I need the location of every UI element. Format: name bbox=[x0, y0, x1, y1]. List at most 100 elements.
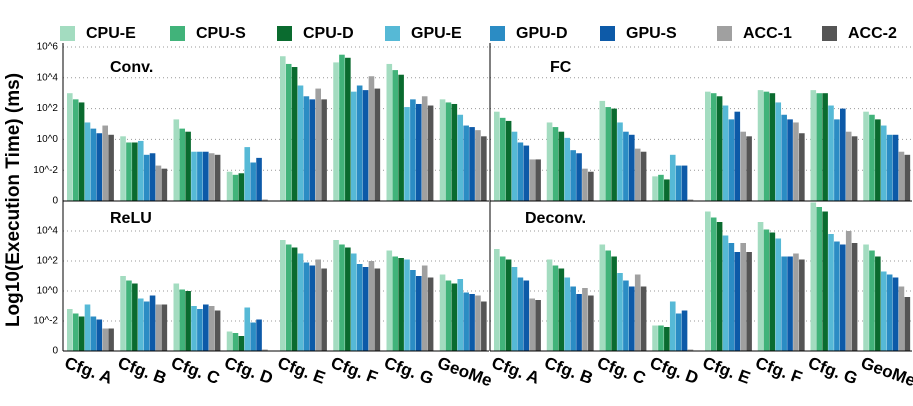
bar bbox=[149, 153, 156, 201]
y-axis-label: Log10(Execution Time) (ms) bbox=[3, 73, 24, 327]
bar bbox=[398, 258, 404, 351]
bar bbox=[250, 162, 256, 201]
bar bbox=[605, 250, 611, 351]
legend-label: GPU-E bbox=[411, 25, 462, 42]
bar bbox=[481, 136, 487, 201]
bar bbox=[734, 252, 741, 351]
bar bbox=[137, 298, 144, 351]
bar bbox=[451, 283, 458, 351]
bar bbox=[886, 274, 893, 351]
bar bbox=[262, 199, 268, 201]
bar bbox=[757, 222, 764, 351]
bar bbox=[505, 120, 512, 201]
bar bbox=[728, 243, 735, 351]
bar bbox=[834, 119, 840, 201]
bar bbox=[161, 304, 168, 351]
bar bbox=[386, 250, 393, 351]
bar bbox=[810, 202, 817, 351]
y-tick-label: 0 bbox=[52, 346, 58, 357]
bar bbox=[494, 111, 500, 201]
bar bbox=[191, 151, 197, 201]
bar bbox=[617, 122, 623, 201]
panel-title: Conv. bbox=[110, 59, 153, 76]
bar bbox=[845, 231, 852, 351]
bar bbox=[72, 99, 79, 201]
bar bbox=[350, 253, 357, 351]
bar bbox=[716, 222, 723, 351]
bar bbox=[710, 93, 717, 201]
bar bbox=[611, 108, 617, 201]
bar bbox=[599, 244, 606, 351]
bar bbox=[404, 259, 410, 351]
bar bbox=[90, 316, 97, 351]
x-tick-label: GeoMe bbox=[858, 353, 913, 390]
bar bbox=[404, 107, 410, 201]
bar bbox=[710, 217, 717, 351]
bar bbox=[746, 136, 752, 201]
bar bbox=[185, 131, 191, 201]
bar bbox=[658, 325, 664, 351]
x-tick-label: Cfg. E bbox=[700, 353, 753, 388]
bar bbox=[740, 131, 746, 201]
bar bbox=[244, 147, 251, 201]
bar bbox=[546, 122, 553, 201]
x-tick-label: Cfg. A bbox=[489, 353, 542, 388]
bar bbox=[816, 207, 822, 351]
bar bbox=[617, 273, 623, 351]
bar bbox=[722, 235, 729, 351]
bar bbox=[410, 270, 416, 351]
bar bbox=[185, 291, 191, 351]
bar bbox=[309, 265, 316, 351]
bar bbox=[421, 96, 428, 201]
bar bbox=[96, 133, 103, 201]
y-tick-label: 10^4 bbox=[37, 72, 59, 83]
bar bbox=[345, 247, 351, 351]
bar bbox=[214, 154, 221, 201]
bar bbox=[640, 151, 647, 201]
y-tick-label: 10^-2 bbox=[33, 316, 58, 327]
bar bbox=[511, 267, 518, 351]
bar bbox=[102, 125, 108, 201]
bar bbox=[499, 117, 506, 201]
bar bbox=[652, 176, 658, 201]
bar bbox=[781, 256, 787, 351]
bar bbox=[822, 211, 828, 351]
bar bbox=[256, 157, 262, 201]
bar bbox=[356, 85, 363, 201]
bar bbox=[232, 333, 239, 351]
bar bbox=[576, 153, 582, 201]
bar bbox=[72, 313, 79, 351]
bar bbox=[769, 232, 776, 351]
bar bbox=[840, 108, 846, 201]
bar bbox=[728, 119, 735, 201]
bar bbox=[232, 174, 239, 201]
bar bbox=[869, 250, 875, 351]
bar bbox=[687, 349, 694, 351]
bar bbox=[78, 316, 85, 351]
bar bbox=[350, 91, 357, 201]
bar bbox=[469, 294, 475, 351]
bar bbox=[84, 122, 91, 201]
bar bbox=[179, 289, 185, 351]
bar bbox=[398, 74, 404, 201]
x-tick-label: Cfg. D bbox=[222, 353, 276, 388]
bar bbox=[687, 199, 694, 201]
bar bbox=[280, 56, 286, 201]
bar bbox=[197, 151, 203, 201]
y-tick-label: 10^2 bbox=[37, 103, 59, 114]
bar bbox=[102, 328, 108, 351]
bar bbox=[226, 171, 233, 201]
bar bbox=[892, 277, 899, 351]
bar bbox=[149, 295, 156, 351]
bar bbox=[161, 168, 168, 201]
x-tick-label: Cfg. G bbox=[382, 353, 436, 388]
bar bbox=[675, 165, 682, 201]
bar bbox=[155, 165, 162, 201]
bar bbox=[238, 336, 245, 351]
bar bbox=[675, 313, 682, 351]
bar bbox=[611, 256, 617, 351]
bar bbox=[297, 85, 304, 201]
bar bbox=[652, 325, 658, 351]
bar bbox=[315, 259, 321, 351]
bar bbox=[309, 99, 316, 201]
